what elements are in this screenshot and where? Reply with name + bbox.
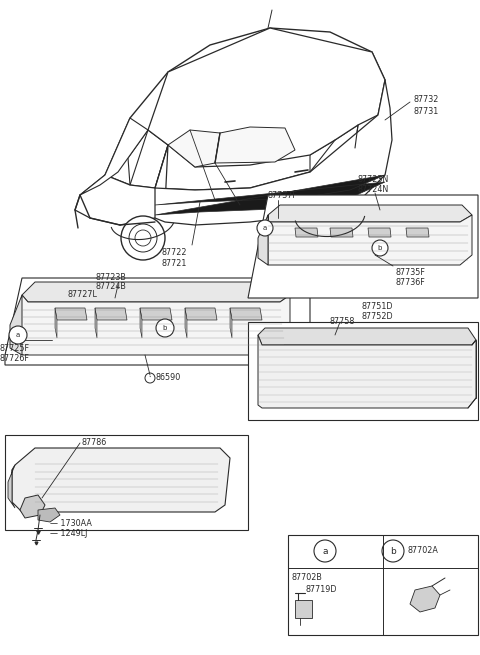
Text: a: a xyxy=(322,546,328,555)
Text: 87727L: 87727L xyxy=(68,290,98,299)
Polygon shape xyxy=(185,308,217,320)
Text: a: a xyxy=(263,225,267,231)
Polygon shape xyxy=(230,308,232,338)
Text: 87736F: 87736F xyxy=(395,278,425,287)
Polygon shape xyxy=(80,118,148,195)
Polygon shape xyxy=(230,308,262,320)
Polygon shape xyxy=(38,508,60,522)
Polygon shape xyxy=(140,308,172,320)
Text: 87723N: 87723N xyxy=(358,175,389,184)
Polygon shape xyxy=(185,308,187,338)
Text: 87735F: 87735F xyxy=(395,268,425,277)
Text: 87724N: 87724N xyxy=(358,185,389,194)
Text: b: b xyxy=(378,245,382,251)
Text: 87751D: 87751D xyxy=(362,302,394,311)
Circle shape xyxy=(306,208,354,256)
Polygon shape xyxy=(268,205,472,222)
Polygon shape xyxy=(155,80,392,225)
Polygon shape xyxy=(20,495,45,518)
FancyBboxPatch shape xyxy=(248,322,478,420)
Circle shape xyxy=(9,326,27,344)
Circle shape xyxy=(372,240,388,256)
Polygon shape xyxy=(215,127,295,163)
Polygon shape xyxy=(55,308,87,320)
Circle shape xyxy=(314,540,336,562)
Polygon shape xyxy=(410,586,440,612)
Text: 87721: 87721 xyxy=(162,259,187,268)
Polygon shape xyxy=(95,308,97,338)
Circle shape xyxy=(315,217,345,247)
Polygon shape xyxy=(368,228,391,237)
Polygon shape xyxy=(105,28,385,190)
Polygon shape xyxy=(55,308,57,338)
Polygon shape xyxy=(310,125,358,172)
Text: 87726F: 87726F xyxy=(0,354,30,363)
Polygon shape xyxy=(148,28,385,167)
Text: 87719D: 87719D xyxy=(305,585,336,594)
Polygon shape xyxy=(10,295,22,355)
Text: 86590: 86590 xyxy=(155,373,180,382)
Text: 87732: 87732 xyxy=(413,95,438,104)
Circle shape xyxy=(257,220,273,236)
Text: b: b xyxy=(163,325,167,331)
Text: 87722: 87722 xyxy=(162,248,188,257)
Polygon shape xyxy=(295,228,318,237)
Circle shape xyxy=(321,223,339,241)
Polygon shape xyxy=(5,435,248,530)
Polygon shape xyxy=(15,295,290,355)
Text: 87752D: 87752D xyxy=(362,312,394,321)
Polygon shape xyxy=(258,335,476,408)
Polygon shape xyxy=(258,328,476,345)
Text: 87737F: 87737F xyxy=(268,191,298,200)
Polygon shape xyxy=(12,448,230,512)
Polygon shape xyxy=(268,215,472,265)
Text: 87758: 87758 xyxy=(330,317,355,326)
Polygon shape xyxy=(8,465,15,508)
Polygon shape xyxy=(248,195,478,298)
Circle shape xyxy=(382,540,404,562)
Text: 87702B: 87702B xyxy=(292,573,323,582)
Circle shape xyxy=(156,319,174,337)
Polygon shape xyxy=(22,282,290,302)
Polygon shape xyxy=(155,175,385,215)
Text: 87724B: 87724B xyxy=(95,282,126,291)
Polygon shape xyxy=(258,215,268,265)
Text: 87725F: 87725F xyxy=(0,344,30,353)
Circle shape xyxy=(145,373,155,383)
Polygon shape xyxy=(140,308,142,338)
Text: 87723B: 87723B xyxy=(95,273,126,282)
Text: — 1730AA: — 1730AA xyxy=(50,519,92,529)
FancyBboxPatch shape xyxy=(288,535,478,635)
Circle shape xyxy=(129,224,157,252)
Text: •: • xyxy=(149,376,151,380)
Polygon shape xyxy=(406,228,429,237)
Text: 87731: 87731 xyxy=(413,107,438,116)
Text: — 1249LJ: — 1249LJ xyxy=(50,529,87,538)
Polygon shape xyxy=(95,308,127,320)
Polygon shape xyxy=(295,600,312,618)
Polygon shape xyxy=(75,145,168,225)
Text: 87786: 87786 xyxy=(82,438,107,447)
Circle shape xyxy=(121,216,165,260)
Polygon shape xyxy=(128,130,168,188)
Polygon shape xyxy=(5,278,310,365)
Polygon shape xyxy=(168,130,220,167)
Text: a: a xyxy=(16,332,20,338)
Circle shape xyxy=(135,230,151,246)
Text: 87702A: 87702A xyxy=(407,546,438,555)
Text: b: b xyxy=(390,546,396,555)
Polygon shape xyxy=(330,228,353,237)
